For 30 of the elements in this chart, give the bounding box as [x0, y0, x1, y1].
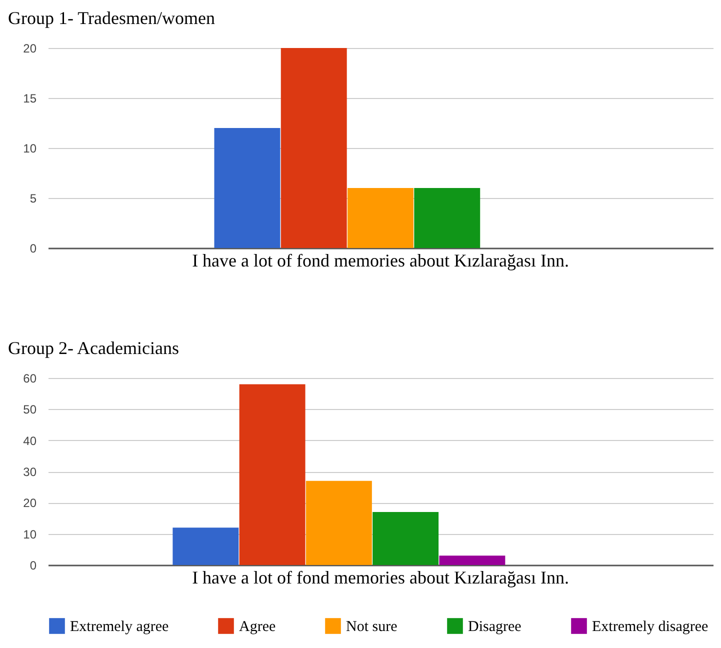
y-tick-label: 10	[23, 142, 37, 156]
y-tick-label: 20	[23, 496, 37, 510]
bar	[172, 528, 239, 565]
bar	[306, 480, 372, 565]
legend-label: Extremely disagree	[592, 619, 709, 635]
x-tick-label: I have a lot of fond memories about Kızlarağası Inn.	[192, 568, 569, 588]
bar	[214, 128, 280, 248]
y-tick-label: 0	[30, 242, 37, 256]
bar	[280, 48, 347, 248]
legend-label: Agree	[239, 619, 276, 635]
legend-label: Extremely agree	[70, 619, 170, 635]
y-tick-label: 60	[23, 372, 37, 386]
x-tick-label: I have a lot of fond memories about Kızlarağası Inn.	[192, 250, 569, 270]
y-tick-label: 30	[23, 465, 37, 479]
bar	[439, 556, 506, 565]
y-tick-label: 0	[30, 558, 37, 572]
y-tick-label: 20	[23, 42, 37, 56]
y-tick-label: 50	[23, 402, 37, 417]
legend-label: Not sure	[346, 619, 398, 635]
legend-label: Disagree	[468, 619, 522, 635]
y-tick-label: 5	[30, 192, 37, 206]
y-tick-label: 15	[23, 92, 37, 106]
y-tick-label: 40	[23, 434, 37, 448]
bar	[239, 384, 306, 565]
y-tick-label: 10	[23, 527, 37, 542]
chart-title: Group 1- Tradesmen/women	[8, 8, 215, 28]
bar	[372, 512, 439, 565]
chart-title: Group 2- Academicians	[8, 338, 179, 358]
bar	[414, 188, 480, 248]
bar	[348, 188, 414, 248]
